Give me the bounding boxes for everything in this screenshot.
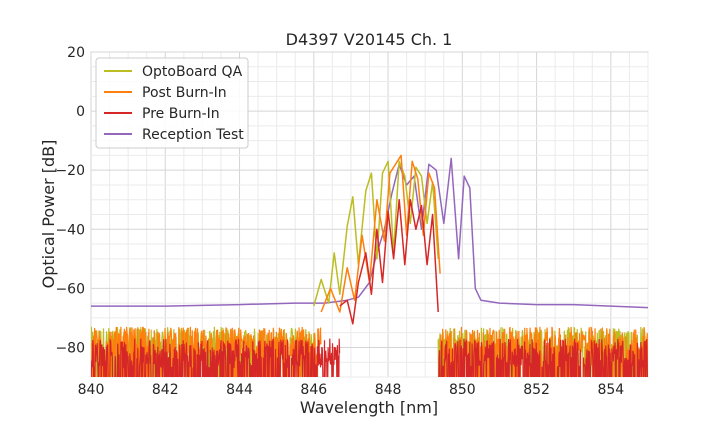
x-tick-label: 842	[152, 382, 179, 398]
legend-label-post-burn-in: Post Burn-In	[142, 85, 227, 101]
legend-label-pre-burn-in: Pre Burn-In	[142, 106, 220, 122]
x-axis-label: Wavelength [nm]	[300, 398, 438, 417]
x-tick-label: 846	[300, 382, 327, 398]
legend-label-reception-test: Reception Test	[142, 127, 244, 143]
series-noise-pre-burn-in	[438, 338, 648, 377]
x-tick-label: 854	[597, 382, 624, 398]
y-tick-label: 20	[67, 45, 85, 61]
x-tick-label: 840	[78, 382, 105, 398]
legend-box	[95, 57, 249, 149]
y-axis-label: Optical Power [dB]	[39, 140, 58, 289]
y-tick-label: −60	[55, 281, 85, 297]
x-tick-label: 852	[523, 382, 550, 398]
tick-layer: 840 842 844 846 848 850 852 854 −80 −60 −40 −20 0 20	[55, 45, 624, 398]
y-tick-label: −40	[55, 222, 85, 238]
series-line-pre-burn-in	[339, 198, 439, 325]
series-line-post-burn-in	[320, 154, 441, 313]
series-reception-test	[91, 157, 648, 309]
series-pre-burn-in	[91, 198, 648, 377]
series-line-reception-test	[91, 157, 648, 309]
y-tick-label: −20	[55, 163, 85, 179]
legend-label-optoboard-qa: OptoBoard QA	[142, 64, 243, 80]
y-tick-label: −80	[55, 340, 85, 356]
y-tick-label: 0	[76, 104, 85, 120]
x-tick-label: 844	[226, 382, 253, 398]
x-tick-label: 848	[375, 382, 402, 398]
legend: OptoBoard QA Post Burn-In Pre Burn-In Recep…	[95, 57, 249, 149]
x-tick-label: 850	[449, 382, 476, 398]
series-noise-pre-burn-in	[91, 338, 341, 377]
chart-title: D4397 V20145 Ch. 1	[286, 30, 453, 49]
series-layer	[91, 154, 648, 377]
